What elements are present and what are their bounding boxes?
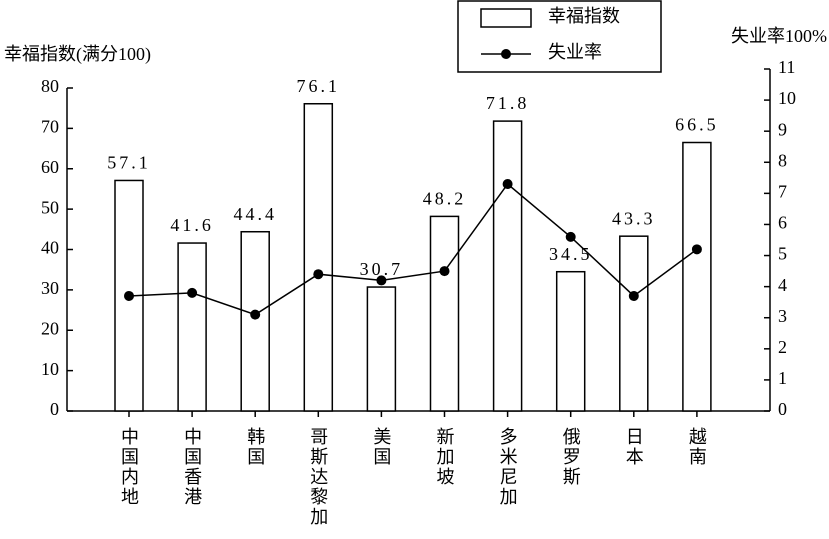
bar-value-label: 71.8 bbox=[486, 93, 530, 113]
bar-value-label: 30.7 bbox=[360, 259, 404, 279]
bar-value-label: 43.3 bbox=[612, 208, 656, 228]
x-tick-label: 中国香港 bbox=[182, 427, 202, 507]
y-tick-label: 20 bbox=[41, 318, 59, 338]
legend-label: 失业率 bbox=[548, 42, 602, 62]
bar-value-label: 41.6 bbox=[170, 215, 214, 235]
y2-tick-label: 9 bbox=[778, 119, 787, 139]
line bbox=[128, 182, 698, 316]
x-tick-label: 日本 bbox=[624, 427, 644, 467]
y2-tick-label: 2 bbox=[778, 337, 787, 357]
line-marker bbox=[376, 275, 387, 286]
y2-tick-label: 0 bbox=[778, 399, 787, 419]
bar bbox=[177, 242, 207, 412]
y-tick-label: 30 bbox=[41, 278, 59, 298]
y2-tick-label: 6 bbox=[778, 213, 787, 233]
x-tick-label: 俄罗斯 bbox=[561, 427, 581, 487]
x-tick-label: 多米尼加 bbox=[498, 427, 518, 507]
y-tick-label: 70 bbox=[41, 117, 59, 137]
legend-swatch bbox=[501, 49, 511, 59]
y-tick-label: 50 bbox=[41, 197, 59, 217]
y2-tick-label: 3 bbox=[778, 306, 787, 326]
line-marker bbox=[313, 269, 324, 280]
y-tick-label: 10 bbox=[41, 359, 59, 379]
line-marker bbox=[439, 266, 450, 277]
y-tick-label: 80 bbox=[41, 76, 59, 96]
y-tick-label: 40 bbox=[41, 238, 59, 258]
legend-box bbox=[457, 0, 662, 73]
x-tick-label: 越南 bbox=[687, 427, 707, 467]
bar-value-label: 66.5 bbox=[675, 115, 719, 135]
bar-value-label: 76.1 bbox=[297, 76, 341, 96]
bar-value-label: 57.1 bbox=[107, 153, 151, 173]
y2-tick-label: 1 bbox=[778, 368, 787, 388]
y-tick-label: 60 bbox=[41, 157, 59, 177]
bar-value-label: 44.4 bbox=[233, 204, 277, 224]
bar bbox=[682, 141, 712, 412]
y2-tick-label: 4 bbox=[778, 275, 787, 295]
y2-tick-label: 8 bbox=[778, 150, 787, 170]
line-marker bbox=[124, 290, 134, 301]
x-tick-label: 新加坡 bbox=[435, 427, 455, 487]
legend-swatch bbox=[480, 8, 532, 28]
line-marker bbox=[565, 231, 576, 242]
x-tick-label: 中国内地 bbox=[119, 427, 139, 507]
y-tick-label: 0 bbox=[50, 399, 59, 419]
x-tick-label: 韩国 bbox=[245, 427, 265, 467]
bar-value-label: 34.5 bbox=[549, 244, 593, 264]
line-marker bbox=[628, 290, 639, 301]
line-marker bbox=[502, 179, 513, 190]
x-tick-label: 哥斯达黎加 bbox=[308, 427, 328, 527]
bar-value-label: 48.2 bbox=[423, 189, 467, 209]
y2-tick-label: 7 bbox=[778, 181, 787, 201]
y2-tick-label: 5 bbox=[778, 244, 787, 264]
y-axis-title: 幸福指数(满分100) bbox=[4, 44, 151, 65]
line-marker bbox=[250, 309, 261, 320]
bar bbox=[240, 230, 270, 412]
bar bbox=[429, 215, 460, 412]
y2-tick-label: 11 bbox=[778, 57, 795, 77]
y2-tick-label: 10 bbox=[778, 88, 796, 108]
bar bbox=[303, 102, 334, 412]
line-marker bbox=[187, 287, 198, 298]
bar bbox=[555, 270, 586, 412]
bar bbox=[366, 286, 397, 412]
bar bbox=[492, 120, 523, 412]
x-tick-label: 美国 bbox=[371, 427, 391, 467]
legend-label: 幸福指数 bbox=[548, 6, 620, 26]
y2-axis-title: 失业率100% bbox=[731, 26, 827, 46]
bar bbox=[619, 235, 649, 412]
line-marker bbox=[691, 244, 702, 255]
